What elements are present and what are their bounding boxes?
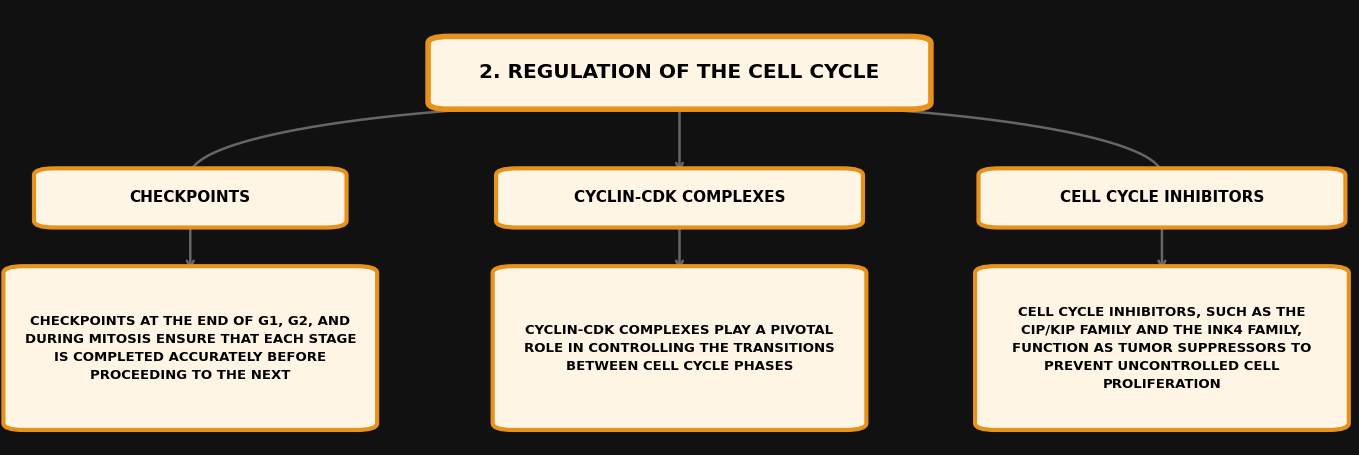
Text: CELL CYCLE INHIBITORS, SUCH AS THE
CIP/KIP FAMILY AND THE INK4 FAMILY,
FUNCTION : CELL CYCLE INHIBITORS, SUCH AS THE CIP/K… (1012, 306, 1311, 390)
FancyBboxPatch shape (428, 36, 931, 109)
FancyBboxPatch shape (974, 266, 1348, 430)
FancyBboxPatch shape (978, 168, 1345, 228)
FancyBboxPatch shape (496, 168, 863, 228)
Text: CHECKPOINTS: CHECKPOINTS (129, 191, 251, 205)
Text: CYCLIN-CDK COMPLEXES: CYCLIN-CDK COMPLEXES (573, 191, 786, 205)
Text: CELL CYCLE INHIBITORS: CELL CYCLE INHIBITORS (1060, 191, 1264, 205)
Text: CYCLIN-CDK COMPLEXES PLAY A PIVOTAL
ROLE IN CONTROLLING THE TRANSITIONS
BETWEEN : CYCLIN-CDK COMPLEXES PLAY A PIVOTAL ROLE… (525, 324, 834, 373)
Text: 2. REGULATION OF THE CELL CYCLE: 2. REGULATION OF THE CELL CYCLE (480, 63, 879, 82)
FancyBboxPatch shape (4, 266, 378, 430)
Text: CHECKPOINTS AT THE END OF G1, G2, AND
DURING MITOSIS ENSURE THAT EACH STAGE
IS C: CHECKPOINTS AT THE END OF G1, G2, AND DU… (24, 314, 356, 382)
FancyBboxPatch shape (34, 168, 347, 228)
FancyBboxPatch shape (492, 266, 867, 430)
